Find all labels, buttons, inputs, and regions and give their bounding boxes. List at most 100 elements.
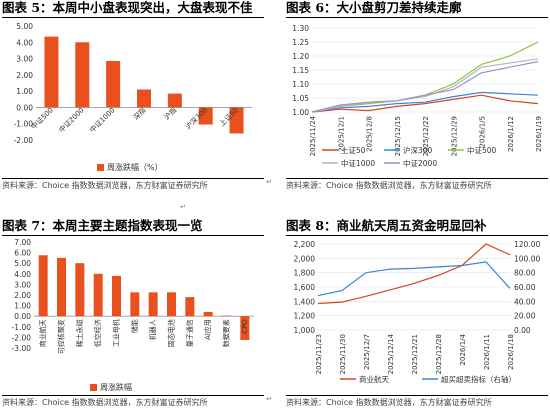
bar-chart-7: 7.00 6.005.00 4.003.00 2.00 1.000.00 -1.00-2.…	[12, 238, 254, 392]
x-tick-label: 2025/12/7	[363, 334, 371, 370]
line-chart-6: 1.301.251.201.151.101.051.00 2025/11/24 2…	[292, 24, 543, 168]
figure-title-5: 图表 5：本周中小盘表现突出，大盘表现不佳	[2, 0, 264, 18]
chart5-legend: 周涨跌幅（%）	[97, 162, 163, 172]
y-tick-label: 4.00	[16, 38, 33, 47]
chart8-xlabels: 2025/11/23 2025/11/30 2025/12/7 2025/12/14 2…	[315, 333, 515, 374]
figure-source-6: 资料来源：Choice 指数数据浏览器，东方财富证券研究所	[286, 178, 548, 192]
series-line	[311, 94, 539, 113]
legend-label: 中证500	[467, 145, 497, 155]
return-mark: ↵	[180, 203, 186, 211]
y2-tick-label: 80.00	[514, 269, 536, 278]
legend-label: 周涨跌幅（%）	[107, 162, 163, 172]
return-mark: ↵	[266, 178, 272, 186]
y2-tick-label: 20.00	[514, 312, 536, 321]
y-tick-label: 3.00	[14, 280, 31, 289]
x-tick-label: 2026/1/11	[483, 334, 491, 370]
x-tick-label: 商业航天	[38, 319, 47, 347]
figure-title-8: 图表 8：商业航天周五资金明显回补	[286, 218, 548, 236]
figure-panel-5: 图表 5：本周中小盘表现突出，大盘表现不佳 5.00 4.00 3.00 2.00 1.…	[2, 0, 272, 192]
y-tick-label: 7.00	[14, 238, 31, 247]
x-tick-label: 2025/12/14	[387, 333, 395, 374]
x-tick-label: 稀土永磁	[75, 319, 84, 347]
x-tick-label: 中证1000	[88, 105, 117, 134]
chart6-xlabels: 2025/11/24 2025/12/1 2025/12/8 2025/12/15 20…	[309, 115, 543, 156]
x-tick-label: 2025/11/23	[315, 334, 323, 374]
x-tick-label: 2025/11/30	[339, 334, 347, 374]
chart8-lines	[317, 243, 511, 305]
legend-label: 沪深300	[403, 145, 433, 155]
chart5-yticks: 5.00 4.00 3.00 2.00 1.00 0.00 -1.00 -2.00	[14, 22, 252, 145]
bar	[167, 292, 176, 317]
y2-tick-label: 100.00	[514, 254, 540, 263]
x-tick-label: 储能	[130, 319, 139, 333]
y-tick-label: 1.05	[292, 94, 309, 103]
y-tick-label: 4.00	[14, 270, 31, 279]
y2-tick-label: 120.00	[514, 240, 540, 249]
y-tick-label: 6.00	[14, 249, 31, 258]
y-tick-label: 1.00	[292, 108, 309, 117]
legend-label: 中证2000	[403, 158, 437, 168]
x-tick-label: 沪指	[162, 105, 178, 121]
y-tick-label: 1,400	[294, 297, 316, 306]
bar	[222, 315, 231, 317]
figure-panel-7: 图表 7：本周主要主题指数表现一览 7.00 6.00 5.00 4.00 3.00 2.…	[2, 218, 272, 410]
y-tick-label: 5.00	[14, 259, 31, 268]
legend-label: 商业航天	[359, 374, 389, 384]
return-mark: ↵	[266, 395, 272, 403]
chart7-yticks: 7.00 6.005.00 4.003.00 2.00 1.000.00 -1.00-2.…	[12, 238, 254, 353]
figure-source-8: 资料来源：Choice 指数数据浏览器，东方财富证券研究所	[286, 395, 548, 409]
y-tick-label: -1.00	[14, 120, 34, 129]
y-tick-label: 2,200	[294, 240, 316, 249]
series-line	[311, 61, 539, 113]
y-tick-label: 1.00	[16, 87, 33, 96]
bar	[93, 273, 103, 317]
bar	[203, 311, 213, 317]
figure-title-6: 图表 6：大小盘剪刀差持续走廓	[286, 0, 548, 18]
bar	[198, 107, 213, 125]
figure-panel-6: 图表 6：大小盘剪刀差持续走廓 1.30 1.25 1.20 1.15 1.10 1.05…	[286, 0, 548, 192]
chart5-bars	[44, 36, 244, 134]
x-tick-label: 数据要素	[222, 319, 231, 347]
y-tick-label: 1.00	[14, 302, 31, 311]
x-tick-label: 中证2000	[57, 105, 86, 134]
bar	[75, 42, 90, 108]
legend-label: 周涨跌幅	[100, 382, 132, 392]
legend-swatch	[90, 384, 97, 391]
legend-label: 超买超卖指标（右轴）	[441, 374, 516, 384]
series-line	[311, 41, 539, 113]
bar	[106, 61, 121, 108]
y-tick-label: 1,800	[294, 269, 316, 278]
series-line	[311, 91, 539, 113]
x-tick-label: 2025/12/1	[337, 116, 345, 152]
bar	[148, 292, 158, 317]
bar	[112, 275, 121, 317]
x-tick-label: 2026/1/12	[507, 116, 515, 152]
x-tick-label: 2026/1/18	[507, 334, 515, 370]
x-tick-label: 2026/1/19	[535, 116, 543, 152]
figure-panel-8: 图表 8：商业航天周五资金明显回补 2,200 2,000 1,800 1,600 1,…	[286, 218, 548, 410]
series-line	[317, 261, 511, 297]
chart8-grid: 2,200 2,000 1,800 1,600 1,400 1,200 1,000 120.0…	[294, 240, 541, 335]
bar	[57, 257, 66, 317]
x-tick-label: 2025/12/29	[450, 116, 458, 156]
y2-tick-label: 60.00	[514, 283, 536, 292]
bar	[38, 255, 48, 317]
y-tick-label: 2.00	[14, 291, 31, 300]
y-tick-label: -2.00	[14, 136, 34, 145]
y-tick-label: -2.00	[12, 333, 32, 342]
y-tick-label: 5.00	[16, 22, 33, 31]
legend-swatch	[97, 164, 104, 171]
x-tick-label: 固态电池	[167, 319, 176, 347]
x-tick-label: 2025/12/8	[366, 116, 374, 152]
legend-label: 中证1000	[341, 158, 375, 168]
y-tick-label: 1.10	[292, 80, 309, 89]
x-tick-label: 低空经济	[93, 319, 102, 347]
bar	[130, 292, 140, 317]
series-line	[317, 243, 511, 305]
y-tick-label: 2,000	[294, 254, 316, 263]
x-tick-label: 2025/12/22	[422, 116, 430, 156]
chart7-legend: 周涨跌幅	[90, 382, 132, 392]
chart7-bars	[38, 255, 250, 341]
legend-label: 上证50	[341, 146, 366, 155]
x-tick-label: 量子通信	[185, 319, 194, 347]
